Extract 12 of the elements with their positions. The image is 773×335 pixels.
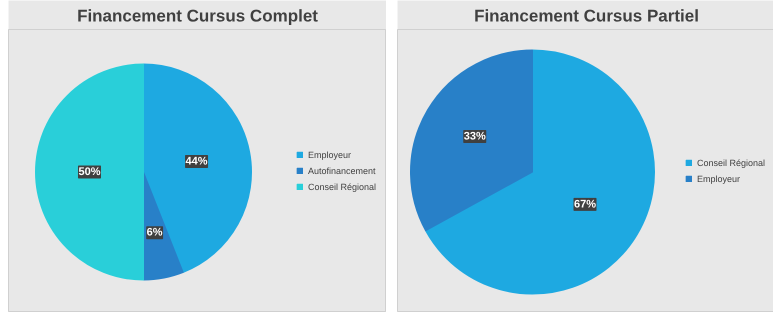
data-label: 50% xyxy=(78,166,101,178)
data-label: 33% xyxy=(464,130,486,142)
legend-label: Employeur xyxy=(696,174,740,184)
legend-label: Autofinancement xyxy=(308,166,376,176)
legend-label: Employeur xyxy=(308,150,351,160)
legend-label: Conseil Régional xyxy=(696,158,765,168)
chart-title: Financement Cursus Partiel xyxy=(474,6,699,26)
data-label: 6% xyxy=(146,226,163,239)
legend-label: Conseil Régional xyxy=(308,182,376,192)
data-label: 44% xyxy=(186,156,208,168)
data-label: 67% xyxy=(574,198,596,210)
chart-title: Financement Cursus Complet xyxy=(77,6,318,26)
